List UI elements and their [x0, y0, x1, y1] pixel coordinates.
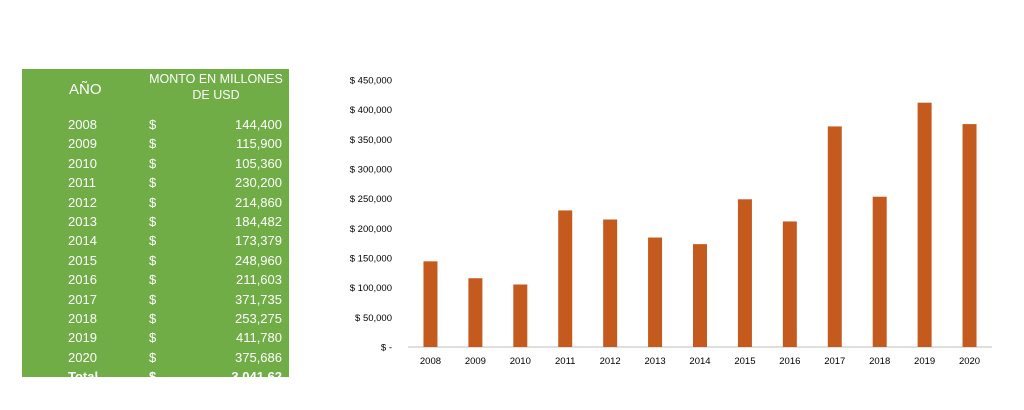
row-value: 173,379	[235, 233, 282, 249]
table-row: 2014 $173,379	[22, 231, 289, 250]
y-tick-label: $ 350,000	[350, 135, 392, 146]
y-tick-label: $ 100,000	[350, 283, 392, 294]
bar-2020	[962, 124, 977, 347]
table-row: 2008 $144,400	[22, 115, 289, 134]
header-year: AÑO	[69, 81, 102, 98]
x-tick-label: 2011	[555, 356, 575, 367]
row-year: 2015	[68, 252, 97, 268]
table-row: 2009 $115,900	[22, 134, 289, 153]
row-currency: $	[149, 272, 157, 288]
row-currency: $	[149, 330, 157, 346]
x-tick-label: 2017	[824, 356, 845, 367]
table-row: 2017 $371,735	[22, 290, 289, 309]
row-currency: $	[149, 136, 157, 152]
y-tick-label: $ 400,000	[350, 105, 392, 116]
x-tick-label: 2020	[959, 356, 980, 367]
x-tick-label: 2009	[465, 356, 486, 367]
bar-2010	[513, 284, 528, 347]
x-tick-label: 2010	[510, 356, 531, 367]
row-value: 115,900	[235, 136, 282, 152]
x-tick-label: 2015	[734, 356, 755, 367]
y-tick-label: $ 300,000	[350, 165, 392, 176]
x-tick-label: 2016	[779, 356, 800, 367]
row-year: 2011	[68, 175, 96, 191]
row-year: 2018	[68, 310, 97, 326]
bar-2008	[423, 261, 438, 347]
row-value: 105,360	[235, 155, 282, 171]
row-value: 144,400	[235, 117, 282, 132]
bar-2009	[468, 278, 483, 347]
row-value: 371,735	[235, 291, 282, 307]
table-row: 2010 $105,360	[22, 154, 289, 173]
row-value: 248,960	[235, 252, 282, 268]
x-tick-label: 2014	[689, 356, 710, 367]
row-value: 230,200	[235, 175, 282, 191]
bar-chart: $ - $ 50,000 $ 100,000 $ 150,000 $ 200,000 $ …	[350, 76, 992, 367]
bar-2014	[693, 244, 707, 347]
row-value: 253,275	[235, 310, 282, 326]
row-year: 2014	[68, 233, 97, 249]
header-amount: MONTO EN MILLONES DE USD	[149, 72, 283, 102]
row-year: 2008	[68, 117, 97, 132]
y-tick-label: $ 200,000	[350, 224, 392, 235]
y-tick-label: $ 50,000	[355, 313, 392, 324]
table-row: 2019 $411,780	[22, 328, 289, 347]
row-currency: $	[149, 233, 157, 249]
bar-2016	[782, 221, 797, 347]
y-tick-label: $ 450,000	[350, 76, 392, 87]
row-year: 2009	[68, 136, 97, 152]
bar-2011	[558, 210, 573, 347]
x-tick-label: 2008	[420, 356, 441, 367]
bar-2013	[648, 237, 663, 347]
row-currency: $	[149, 117, 157, 132]
table-row: 2016 $211,603	[22, 270, 289, 289]
total-value: 3.041,62	[231, 369, 282, 385]
data-table: AÑO MONTO EN MILLONES DE USD 2008 $144,40…	[22, 69, 289, 384]
bar-2015	[737, 199, 752, 347]
row-year: 2019	[68, 330, 97, 346]
row-currency: $	[149, 213, 157, 229]
bar-2017	[827, 126, 842, 348]
row-value: 184,482	[235, 213, 282, 229]
row-year: 2016	[68, 272, 97, 288]
row-value: 375,686	[235, 349, 282, 365]
row-value: 211,603	[235, 272, 282, 288]
table-row: 2013 $184,482	[22, 212, 289, 231]
total-currency: $	[149, 369, 157, 385]
row-value: 411,780	[235, 330, 282, 346]
x-tick-label: 2013	[645, 356, 666, 367]
table-row: 2018 $253,275	[22, 309, 289, 328]
bar-2018	[872, 196, 887, 347]
row-currency: $	[149, 252, 157, 268]
row-currency: $	[149, 175, 157, 191]
row-currency: $	[149, 310, 157, 326]
bar-2019	[917, 102, 932, 347]
table-header: AÑO MONTO EN MILLONES DE USD	[22, 69, 289, 115]
table-row: 2011 $230,200	[22, 173, 289, 192]
row-year: 2017	[68, 291, 97, 307]
y-tick-label: $ -	[381, 343, 392, 354]
row-year: 2012	[68, 194, 97, 210]
row-year: 2020	[68, 349, 97, 365]
row-year: 2010	[68, 155, 97, 171]
row-value: 214,860	[235, 194, 282, 210]
table-row: 2020 $375,686	[22, 348, 289, 367]
table-body: 2008 $144,400 2009 $115,900 2010 $105,360 2011…	[22, 115, 289, 367]
x-tick-label: 2012	[600, 356, 621, 367]
row-currency: $	[149, 155, 157, 171]
row-currency: $	[149, 194, 157, 210]
row-year: 2013	[68, 213, 97, 229]
row-currency: $	[149, 349, 157, 365]
y-tick-label: $ 250,000	[350, 194, 392, 205]
x-tick-label: 2018	[869, 356, 890, 367]
table-total-row: Total $ 3.041,62	[22, 367, 289, 386]
total-label: Total	[68, 369, 99, 385]
y-tick-label: $ 150,000	[350, 254, 392, 265]
x-tick-label: 2019	[914, 356, 935, 367]
row-currency: $	[149, 291, 157, 307]
bar-2012	[603, 219, 618, 347]
table-row: 2015 $248,960	[22, 251, 289, 270]
table-row: 2012 $214,860	[22, 193, 289, 212]
